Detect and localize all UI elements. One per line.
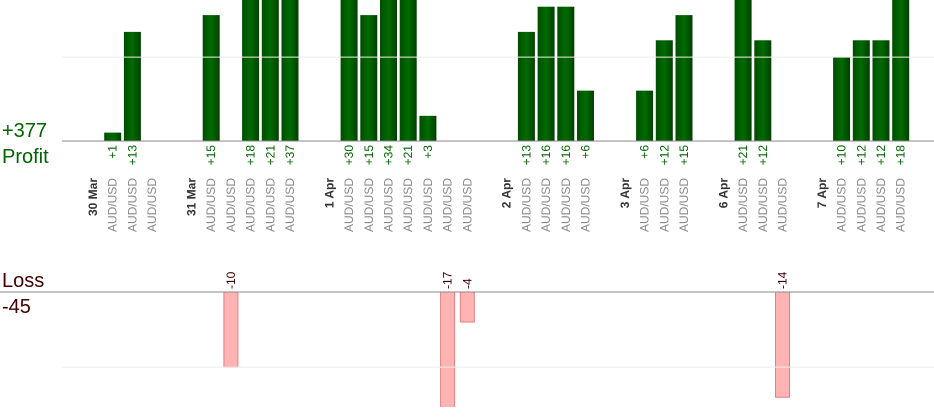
profit-bar [675, 15, 693, 141]
symbol-label: AUD/USD [145, 178, 159, 232]
loss-title: Loss [2, 270, 44, 292]
symbol-label: AUD/USD [559, 178, 573, 232]
profit-label: +16 [559, 145, 573, 166]
profit-bar [517, 31, 535, 141]
profit-title: Profit [2, 146, 49, 168]
profit-label: +12 [874, 145, 888, 166]
profit-label: +15 [204, 145, 218, 166]
profit-bar [281, 0, 299, 141]
date-label: 6 Apr [716, 178, 730, 209]
symbol-label: AUD/USD [736, 178, 750, 232]
profit-label: +12 [854, 145, 868, 166]
profit-label: +12 [657, 145, 671, 166]
profit-bar [380, 0, 397, 141]
profit-bar [104, 132, 122, 141]
symbol-label: AUD/USD [106, 178, 120, 232]
date-label: 31 Mar [185, 178, 199, 216]
profit-label: +3 [421, 145, 435, 159]
profit-label: +16 [539, 145, 553, 166]
symbol-label: AUD/USD [263, 178, 277, 232]
profit-bar [537, 6, 555, 141]
loss-bar [223, 292, 239, 368]
profit-label: +34 [382, 145, 396, 166]
profit-bar [399, 0, 417, 141]
symbol-label: AUD/USD [362, 178, 376, 232]
symbol-label: AUD/USD [401, 178, 415, 232]
profit-label: +6 [579, 145, 593, 159]
symbol-label: AUD/USD [460, 178, 474, 232]
profit-bar [734, 0, 752, 141]
profit-bar [833, 57, 851, 141]
profit-bar [242, 0, 260, 141]
symbol-label: AUD/USD [125, 178, 139, 232]
symbol-label: AUD/USD [677, 178, 691, 232]
date-label: 3 Apr [618, 178, 632, 209]
loss-bar [459, 292, 475, 323]
profit-bar [892, 0, 910, 141]
profit-bar [636, 90, 654, 141]
loss-bar [775, 292, 790, 398]
symbol-label: AUD/USD [579, 178, 593, 232]
profit-bar [655, 40, 673, 141]
profit-bar [340, 0, 358, 141]
profit-bar [577, 90, 594, 141]
profit-label: +21 [401, 145, 415, 166]
symbol-label: AUD/USD [776, 178, 790, 232]
profit-label: +15 [677, 145, 691, 166]
profit-bar [419, 115, 437, 141]
profit-bar [202, 15, 220, 141]
profit-bar [754, 40, 772, 141]
symbol-label: AUD/USD [657, 178, 671, 232]
symbol-label: AUD/USD [421, 178, 435, 232]
profit-label: +21 [263, 145, 277, 166]
symbol-label: AUD/USD [441, 178, 455, 232]
symbol-label: AUD/USD [283, 178, 297, 232]
profit-total: +377 [2, 120, 47, 142]
profit-label: +30 [342, 145, 356, 166]
profit-label: +37 [283, 145, 297, 166]
profit-label: +10 [835, 145, 849, 166]
profit-bar [557, 6, 575, 141]
date-label: 7 Apr [815, 178, 829, 209]
profit-label: +6 [638, 145, 652, 159]
profit-label: +13 [519, 145, 533, 166]
symbol-label: AUD/USD [204, 178, 218, 232]
profit-bar [872, 40, 890, 141]
profit-label: +12 [756, 145, 770, 166]
symbol-label: AUD/USD [382, 178, 396, 232]
symbol-label: AUD/USD [342, 178, 356, 232]
profit-label: +13 [125, 145, 139, 166]
date-label: 1 Apr [322, 178, 336, 209]
profit-label: +21 [736, 145, 750, 166]
symbol-label: AUD/USD [539, 178, 553, 232]
loss-label: -10 [224, 271, 238, 289]
loss-bar [440, 292, 456, 407]
profit-label: +1 [106, 145, 120, 159]
profit-bar [360, 15, 378, 141]
symbol-label: AUD/USD [519, 178, 533, 232]
profit-bar [261, 0, 279, 141]
profit-bar [852, 40, 870, 141]
profit-label: +18 [894, 145, 908, 166]
loss-total: -45 [2, 296, 31, 318]
loss-label: -17 [441, 271, 455, 289]
loss-label: -4 [460, 278, 474, 289]
loss-label: -14 [776, 271, 790, 289]
symbol-label: AUD/USD [874, 178, 888, 232]
date-label: 2 Apr [500, 178, 514, 209]
profit-label: +15 [362, 145, 376, 166]
symbol-label: AUD/USD [854, 178, 868, 232]
symbol-label: AUD/USD [835, 178, 849, 232]
symbol-label: AUD/USD [638, 178, 652, 232]
date-label: 30 Mar [86, 178, 100, 216]
profit-label: +18 [244, 145, 258, 166]
symbol-label: AUD/USD [894, 178, 908, 232]
profit-bar [123, 31, 141, 141]
symbol-label: AUD/USD [244, 178, 258, 232]
symbol-label: AUD/USD [224, 178, 238, 232]
symbol-label: AUD/USD [756, 178, 770, 232]
